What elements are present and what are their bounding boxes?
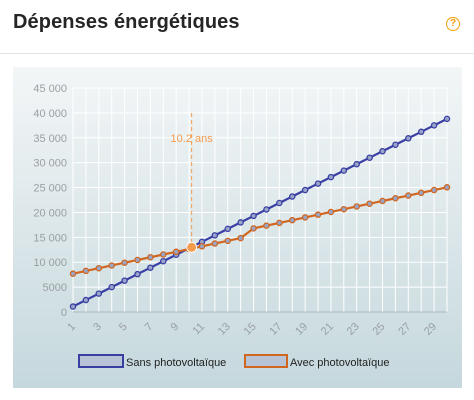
data-point-sans-photovoltaique <box>392 141 399 148</box>
data-point-avec-photovoltaique <box>224 237 232 245</box>
breakeven-point <box>186 241 198 253</box>
data-point-sans-photovoltaique <box>340 167 348 174</box>
data-point-sans-photovoltaique <box>405 135 412 142</box>
energy-chart: 0 5000 10 000 15 000 20 000 25 000 30 000 35 00… <box>13 67 462 388</box>
data-point-avec-photovoltaique <box>108 262 115 269</box>
data-point-avec-photovoltaique <box>172 248 180 256</box>
data-point-sans-photovoltaique <box>147 264 154 271</box>
data-point-avec-photovoltaique <box>366 200 373 207</box>
legend-swatch-sans-photovoltaique <box>78 354 124 368</box>
data-point-sans-photovoltaique <box>224 225 232 233</box>
y-tick-label: 25 000 <box>33 183 67 195</box>
data-point-avec-photovoltaique <box>314 211 322 218</box>
data-point-avec-photovoltaique <box>288 216 296 224</box>
y-tick-label: 10 000 <box>33 257 67 269</box>
data-point-sans-photovoltaique <box>314 180 322 187</box>
data-point-avec-photovoltaique <box>211 240 219 247</box>
data-point-avec-photovoltaique <box>327 208 335 216</box>
y-tick-label: 15 000 <box>33 232 67 244</box>
page-title: Dépenses énergétiques <box>13 11 240 33</box>
data-point-avec-photovoltaique <box>95 264 103 272</box>
chart-background <box>13 67 462 388</box>
legend-swatch-avec-photovoltaique <box>244 354 288 368</box>
breakeven-label: 10.2 ans <box>171 133 214 145</box>
legend-label-avec-photovoltaique: Avec photovoltaïque <box>290 357 389 369</box>
data-point-sans-photovoltaique <box>121 277 128 284</box>
data-point-avec-photovoltaique <box>147 253 154 261</box>
data-point-avec-photovoltaique <box>443 184 451 191</box>
data-point-sans-photovoltaique <box>366 154 373 161</box>
data-point-sans-photovoltaique <box>263 206 270 213</box>
data-point-avec-photovoltaique <box>340 205 348 213</box>
data-point-sans-photovoltaique <box>69 303 77 310</box>
data-point-avec-photovoltaique <box>160 251 167 258</box>
data-point-avec-photovoltaique <box>250 225 257 232</box>
data-point-avec-photovoltaique <box>379 197 386 205</box>
data-point-sans-photovoltaique <box>430 122 438 129</box>
data-point-avec-photovoltaique <box>405 192 412 199</box>
data-point-sans-photovoltaique <box>276 199 283 207</box>
data-point-avec-photovoltaique <box>69 270 77 277</box>
data-point-sans-photovoltaique <box>82 296 90 304</box>
data-point-sans-photovoltaique <box>160 257 167 265</box>
data-point-avec-photovoltaique <box>134 256 141 264</box>
y-tick-label: 30 000 <box>33 158 67 170</box>
data-point-sans-photovoltaique <box>108 283 115 291</box>
data-point-avec-photovoltaique <box>82 267 90 275</box>
y-tick-label: 0 <box>61 307 67 319</box>
y-tick-label: 35 000 <box>33 133 67 145</box>
data-point-avec-photovoltaique <box>417 189 425 197</box>
data-point-avec-photovoltaique <box>276 219 283 227</box>
data-point-avec-photovoltaique <box>198 243 206 250</box>
y-tick-label: 40 000 <box>33 108 67 120</box>
data-point-avec-photovoltaique <box>430 186 438 194</box>
data-point-sans-photovoltaique <box>237 219 244 226</box>
data-point-sans-photovoltaique <box>301 186 309 194</box>
data-point-sans-photovoltaique <box>250 212 257 220</box>
y-tick-label: 5000 <box>43 282 67 294</box>
data-point-sans-photovoltaique <box>443 115 451 123</box>
data-point-sans-photovoltaique <box>353 160 360 168</box>
card-header: Dépenses énergétiques ? <box>0 0 474 54</box>
data-point-sans-photovoltaique <box>211 232 219 239</box>
data-point-avec-photovoltaique <box>301 214 309 221</box>
data-point-sans-photovoltaique <box>327 173 335 181</box>
y-tick-label: 20 000 <box>33 207 67 219</box>
data-point-avec-photovoltaique <box>237 234 244 242</box>
data-point-sans-photovoltaique <box>417 128 425 136</box>
data-point-sans-photovoltaique <box>95 290 103 297</box>
data-point-sans-photovoltaique <box>288 193 296 200</box>
help-icon[interactable]: ? <box>446 17 460 31</box>
y-tick-label: 45 000 <box>33 83 67 95</box>
legend-label-sans-photovoltaique: Sans photovoltaïque <box>126 357 226 369</box>
data-point-avec-photovoltaique <box>121 259 128 266</box>
data-point-sans-photovoltaique <box>379 147 386 155</box>
data-point-avec-photovoltaique <box>392 195 399 202</box>
data-point-avec-photovoltaique <box>263 222 270 229</box>
chart-container: 0 5000 10 000 15 000 20 000 25 000 30 000 35 00… <box>13 67 462 388</box>
data-point-avec-photovoltaique <box>353 203 360 210</box>
data-point-sans-photovoltaique <box>134 270 141 278</box>
